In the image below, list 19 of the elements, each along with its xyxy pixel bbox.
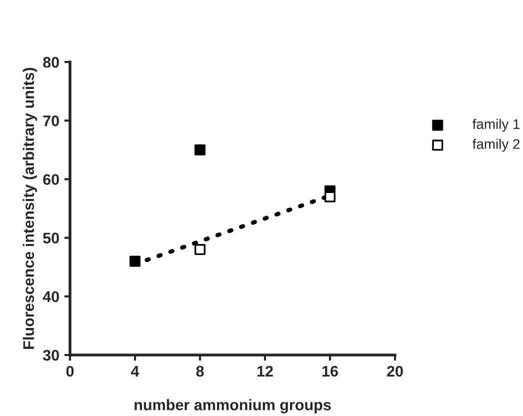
point — [194, 144, 206, 156]
point — [194, 244, 206, 256]
x-tick-label: 4 — [130, 366, 140, 376]
legend-label: family 2 — [472, 138, 520, 152]
x-tick-label: 8 — [196, 366, 204, 377]
y-tick-label: 60 — [43, 174, 59, 185]
legend-label: family 1 — [472, 118, 520, 132]
x-tick-label: 16 — [322, 366, 338, 377]
y-tick-label: 80 — [43, 56, 59, 68]
x-tick-label: 12 — [257, 366, 273, 376]
y-tick-label: 40 — [42, 291, 59, 302]
x-tick-label: 0 — [66, 366, 74, 377]
y-tick-label: 70 — [43, 115, 59, 126]
y-tick-label: 50 — [43, 232, 59, 244]
point — [130, 256, 140, 267]
y-axis-title: Fluorescence intensity (arbitrary units) — [22, 68, 38, 349]
x-tick-label: 20 — [387, 366, 403, 377]
x-axis-title: number ammonium groups — [134, 399, 331, 414]
y-tick-label: 30 — [42, 350, 59, 361]
